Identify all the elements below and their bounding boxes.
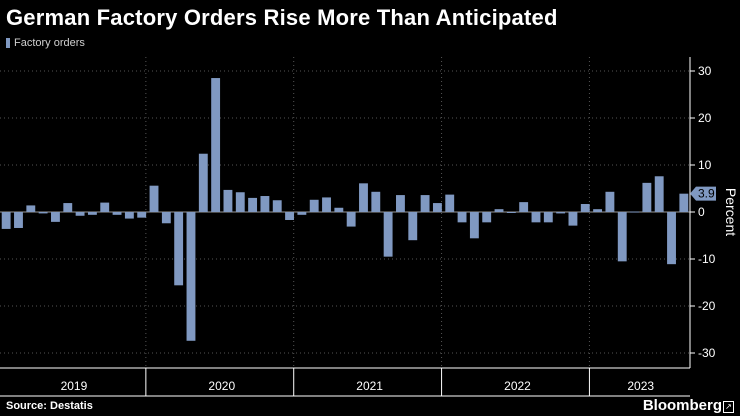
bar [75,212,85,216]
bar [161,212,171,224]
bar [445,194,455,212]
bar [396,195,405,212]
x-tick-label: 2021 [356,379,383,393]
bar [112,212,122,215]
bar [297,212,307,215]
bar [346,212,356,227]
bar [654,176,664,212]
bar [248,197,258,212]
bar [124,212,134,219]
y-tick-label: 20 [698,111,712,125]
bar [642,182,652,212]
bar [26,205,36,212]
bar [186,212,196,341]
y-tick-label: -10 [698,252,716,266]
bar [432,203,442,212]
bar [100,202,110,212]
bar [235,192,245,212]
bar [383,212,393,257]
bar [285,212,294,220]
bar [63,203,73,212]
bar [272,200,282,212]
legend-label: Factory orders [14,37,85,49]
bar [679,193,689,212]
source-note: Source: Destatis [6,400,93,412]
bar [556,212,566,214]
x-tick-label: 2022 [504,379,531,393]
bar [482,212,492,223]
bar [223,189,233,212]
bar [519,202,529,212]
bar [87,212,97,215]
bar [334,207,344,212]
bar [211,78,221,212]
chart-title: German Factory Orders Rise More Than Ant… [6,5,558,30]
bar [580,204,590,212]
bar [593,209,603,212]
bar [506,212,516,213]
last-value-badge [690,186,716,201]
bar [149,185,159,212]
y-tick-label: 10 [698,158,712,172]
bar [543,212,553,223]
y-tick-label: -20 [698,299,716,313]
x-tick-label: 2023 [627,379,654,393]
bar [457,212,467,223]
legend: Factory orders [6,37,85,49]
legend-swatch [6,38,10,48]
y-tick-label: 30 [698,64,712,78]
bar [494,209,504,212]
y-tick-label: -30 [698,346,716,360]
bar [1,212,11,229]
bar [420,195,430,212]
bar [568,212,578,226]
bar [630,211,639,213]
y-axis-title: Percent [723,188,739,236]
x-tick-label: 2020 [208,379,235,393]
bar [260,196,270,212]
bar [408,212,418,241]
bar [38,212,48,214]
bar [174,212,184,286]
bar [322,197,331,212]
last-value-label: 3.9 [698,187,715,201]
bar [309,199,319,212]
bar [51,212,60,222]
bar [137,212,147,218]
bar [667,212,676,265]
bar [198,153,208,212]
bar [14,212,23,228]
bloomberg-logo-icon: ↗ [723,401,734,413]
bar [605,191,615,212]
bar [469,212,479,239]
brand-name: Bloomberg [642,397,722,414]
bar [359,183,368,212]
bar [531,212,541,223]
x-tick-label: 2019 [61,379,88,393]
bar [617,212,627,262]
y-tick-label: 0 [698,205,705,219]
bar [371,191,381,212]
